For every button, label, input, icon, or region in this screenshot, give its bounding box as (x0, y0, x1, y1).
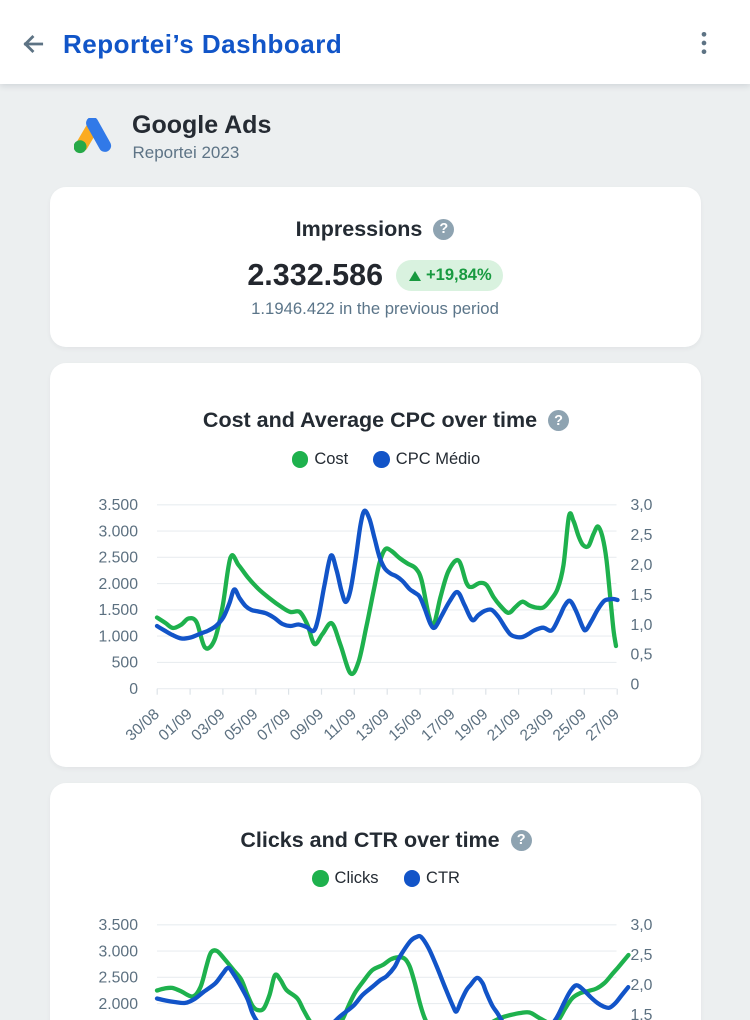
svg-text:2.500: 2.500 (98, 550, 138, 567)
svg-text:3,0: 3,0 (630, 497, 652, 514)
svg-text:01/09: 01/09 (155, 706, 195, 745)
svg-text:03/09: 03/09 (188, 706, 228, 745)
svg-text:1.000: 1.000 (98, 628, 138, 645)
svg-text:1,5: 1,5 (630, 587, 652, 604)
svg-text:2,5: 2,5 (630, 527, 652, 544)
svg-text:2,0: 2,0 (630, 557, 652, 574)
svg-text:0: 0 (129, 681, 138, 698)
svg-text:27/09: 27/09 (582, 706, 622, 745)
svg-text:23/09: 23/09 (516, 706, 556, 745)
svg-text:0: 0 (630, 677, 639, 694)
svg-text:15/09: 15/09 (385, 706, 425, 745)
svg-text:17/09: 17/09 (418, 706, 458, 745)
svg-text:3.500: 3.500 (98, 497, 138, 514)
svg-text:19/09: 19/09 (451, 706, 491, 745)
svg-text:21/09: 21/09 (484, 706, 524, 745)
svg-text:1.500: 1.500 (98, 602, 138, 619)
svg-text:30/08: 30/08 (122, 706, 162, 745)
svg-text:3.500: 3.500 (98, 917, 138, 934)
svg-text:11/09: 11/09 (320, 706, 359, 744)
svg-text:25/09: 25/09 (549, 706, 589, 745)
svg-text:0,5: 0,5 (630, 647, 652, 664)
svg-text:2,5: 2,5 (630, 947, 652, 964)
svg-text:2.000: 2.000 (98, 996, 138, 1013)
svg-text:2.500: 2.500 (98, 970, 138, 987)
svg-text:13/09: 13/09 (352, 706, 392, 745)
svg-text:09/09: 09/09 (286, 706, 326, 745)
svg-text:3.000: 3.000 (98, 943, 138, 960)
svg-text:07/09: 07/09 (254, 706, 294, 745)
svg-text:05/09: 05/09 (221, 706, 261, 745)
svg-text:500: 500 (111, 655, 138, 672)
svg-text:2,0: 2,0 (630, 977, 652, 994)
svg-text:3.000: 3.000 (98, 523, 138, 540)
svg-text:2.000: 2.000 (98, 576, 138, 593)
svg-text:1,0: 1,0 (630, 617, 652, 634)
svg-text:3,0: 3,0 (630, 917, 652, 934)
svg-text:1,5: 1,5 (630, 1007, 652, 1020)
